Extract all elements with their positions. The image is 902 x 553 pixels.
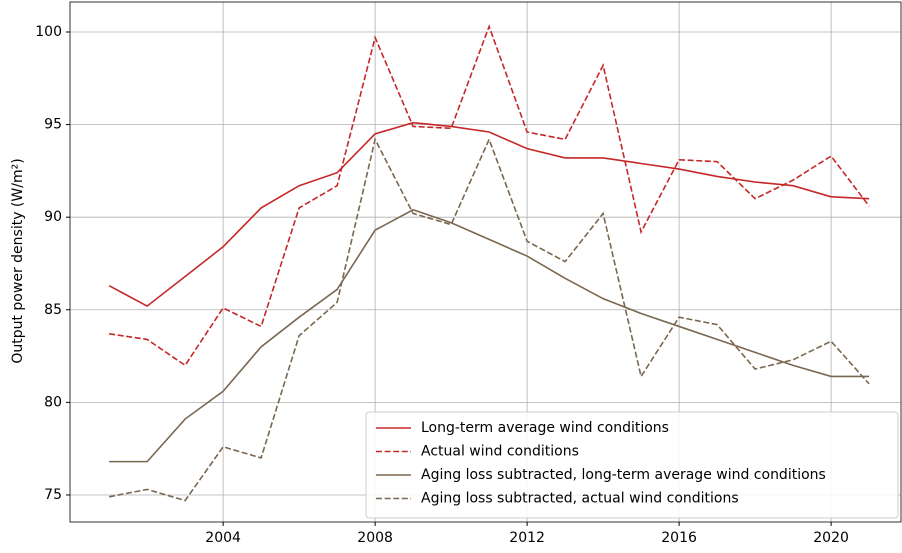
legend-label: Aging loss subtracted, actual wind condi…	[421, 491, 739, 507]
y-tick-label: 95	[44, 117, 62, 133]
line-series	[109, 24, 870, 367]
x-tick-label: 2016	[661, 530, 697, 546]
line-series	[109, 208, 870, 463]
legend-label: Actual wind conditions	[421, 444, 579, 460]
x-tick-label: 2012	[509, 530, 545, 546]
legend-label: Aging loss subtracted, long-term average…	[421, 467, 826, 483]
y-tick-label: 80	[44, 394, 62, 410]
plot-frame	[69, 1, 902, 523]
x-tick-label: 2008	[357, 530, 393, 546]
y-tick-label: 85	[44, 302, 62, 318]
line-series	[108, 137, 870, 502]
y-tick-label: 100	[35, 24, 62, 40]
y-tick-label: 90	[44, 209, 62, 225]
legend-box	[365, 411, 899, 519]
line-series	[108, 121, 870, 308]
x-tick-label: 2004	[205, 530, 241, 546]
y-tick-label: 75	[44, 487, 62, 503]
x-tick-label: 2020	[813, 530, 849, 546]
legend-label: Long-term average wind conditions	[421, 420, 669, 436]
y-axis-label: Output power density (W/m²)	[10, 158, 26, 363]
